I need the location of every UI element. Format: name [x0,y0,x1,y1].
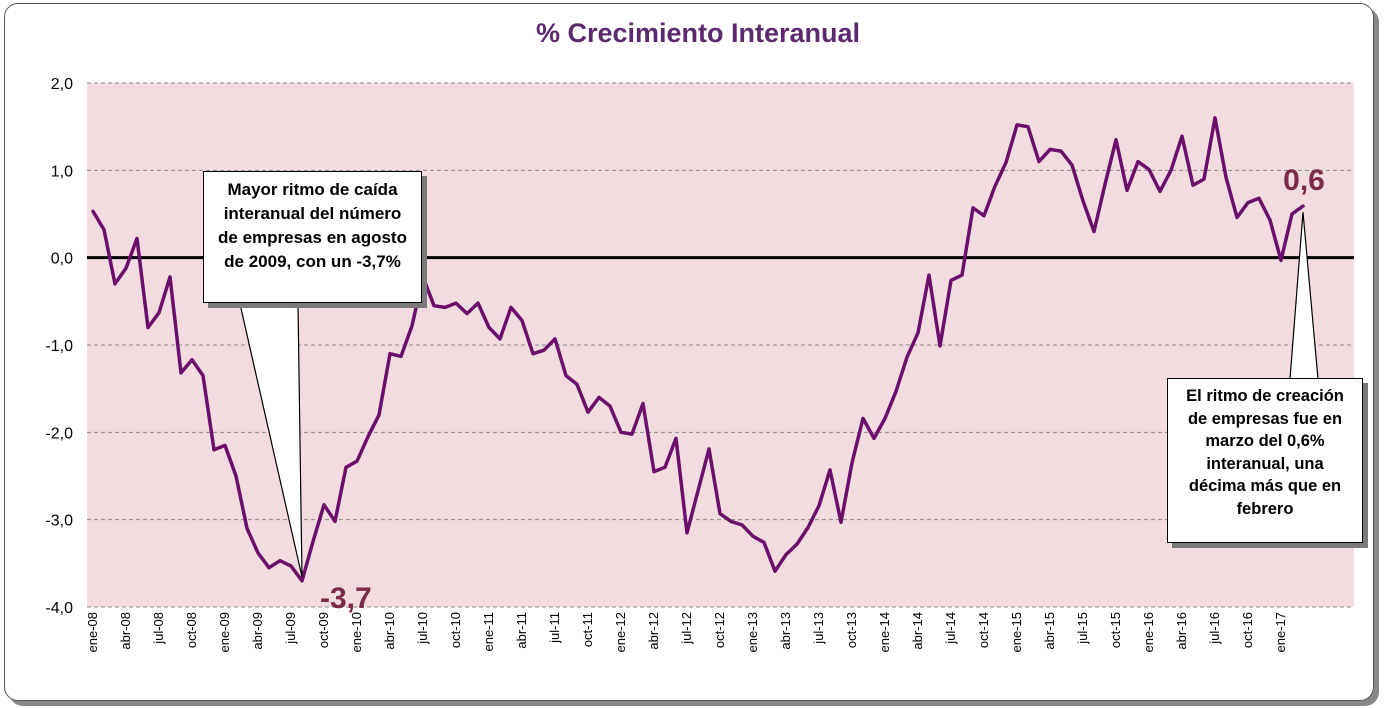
x-tick-label: oct-11 [580,612,595,647]
x-axis: ene-08 abr-08 jul-08 oct-08 ene-09 abr-09 jul-… [85,612,1288,652]
x-tick-label: abr-09 [250,612,265,650]
x-tick-label: jul-16 [1207,612,1222,645]
x-tick-label: ene-17 [1273,612,1288,652]
x-tick-label: abr-13 [778,612,793,650]
x-tick-label: oct-09 [316,612,331,648]
callout-min-pointer [239,303,303,577]
x-tick-label: abr-08 [118,612,133,650]
x-tick-label: oct-12 [712,612,727,648]
y-tick-label: -4,0 [45,600,73,617]
x-tick-label: abr-10 [382,612,397,650]
x-tick-label: jul-08 [151,612,166,645]
series-line [91,116,1305,583]
chart-title: % Crecimiento Interanual [536,18,860,48]
x-tick-label: jul-14 [943,612,958,645]
last-value-label: 0,6 [1283,164,1325,197]
x-tick-label: jul-09 [283,612,298,645]
x-tick-label: jul-10 [415,612,430,645]
y-tick-label: 1,0 [51,163,73,180]
x-tick-label: ene-14 [877,612,892,652]
x-tick-label: jul-11 [547,612,562,644]
series-line-layer [91,116,1305,583]
x-tick-label: ene-08 [85,612,100,652]
min-value-label: -3,7 [320,582,372,615]
x-tick-label: oct-14 [976,612,991,648]
y-axis: 2,0 1,0 0,0 -1,0 -2,0 -3,0 -4,0 [45,76,73,617]
y-tick-label: 2,0 [51,76,73,93]
x-tick-label: oct-08 [184,612,199,648]
callout-last-note: El ritmo de creación de empresas fue en … [1167,378,1363,543]
x-tick-label: jul-13 [811,612,826,645]
x-tick-label: oct-15 [1108,612,1123,648]
x-tick-label: jul-15 [1075,612,1090,645]
x-tick-label: oct-13 [844,612,859,648]
x-tick-label: abr-15 [1042,612,1057,650]
x-tick-label: abr-14 [910,612,925,650]
x-tick-label: ene-13 [745,612,760,652]
callout-min-note: Mayor ritmo de caída interanual del núme… [203,171,422,303]
y-tick-label: -1,0 [45,338,73,355]
x-tick-label: abr-12 [646,612,661,650]
x-tick-label: ene-15 [1009,612,1024,652]
x-tick-label: ene-12 [613,612,628,652]
x-tick-label: oct-10 [448,612,463,648]
x-tick-label: ene-10 [349,612,364,652]
x-tick-label: abr-16 [1174,612,1189,650]
x-tick-label: ene-11 [481,612,496,652]
y-tick-label: -3,0 [45,513,73,530]
x-tick-label: ene-09 [217,612,232,652]
y-tick-label: 0,0 [51,251,73,268]
x-tick-label: jul-12 [679,612,694,645]
x-tick-label: abr-11 [514,612,529,649]
x-tick-label: ene-16 [1141,612,1156,652]
x-tick-label: oct-16 [1240,612,1255,648]
y-tick-label: -2,0 [45,425,73,442]
